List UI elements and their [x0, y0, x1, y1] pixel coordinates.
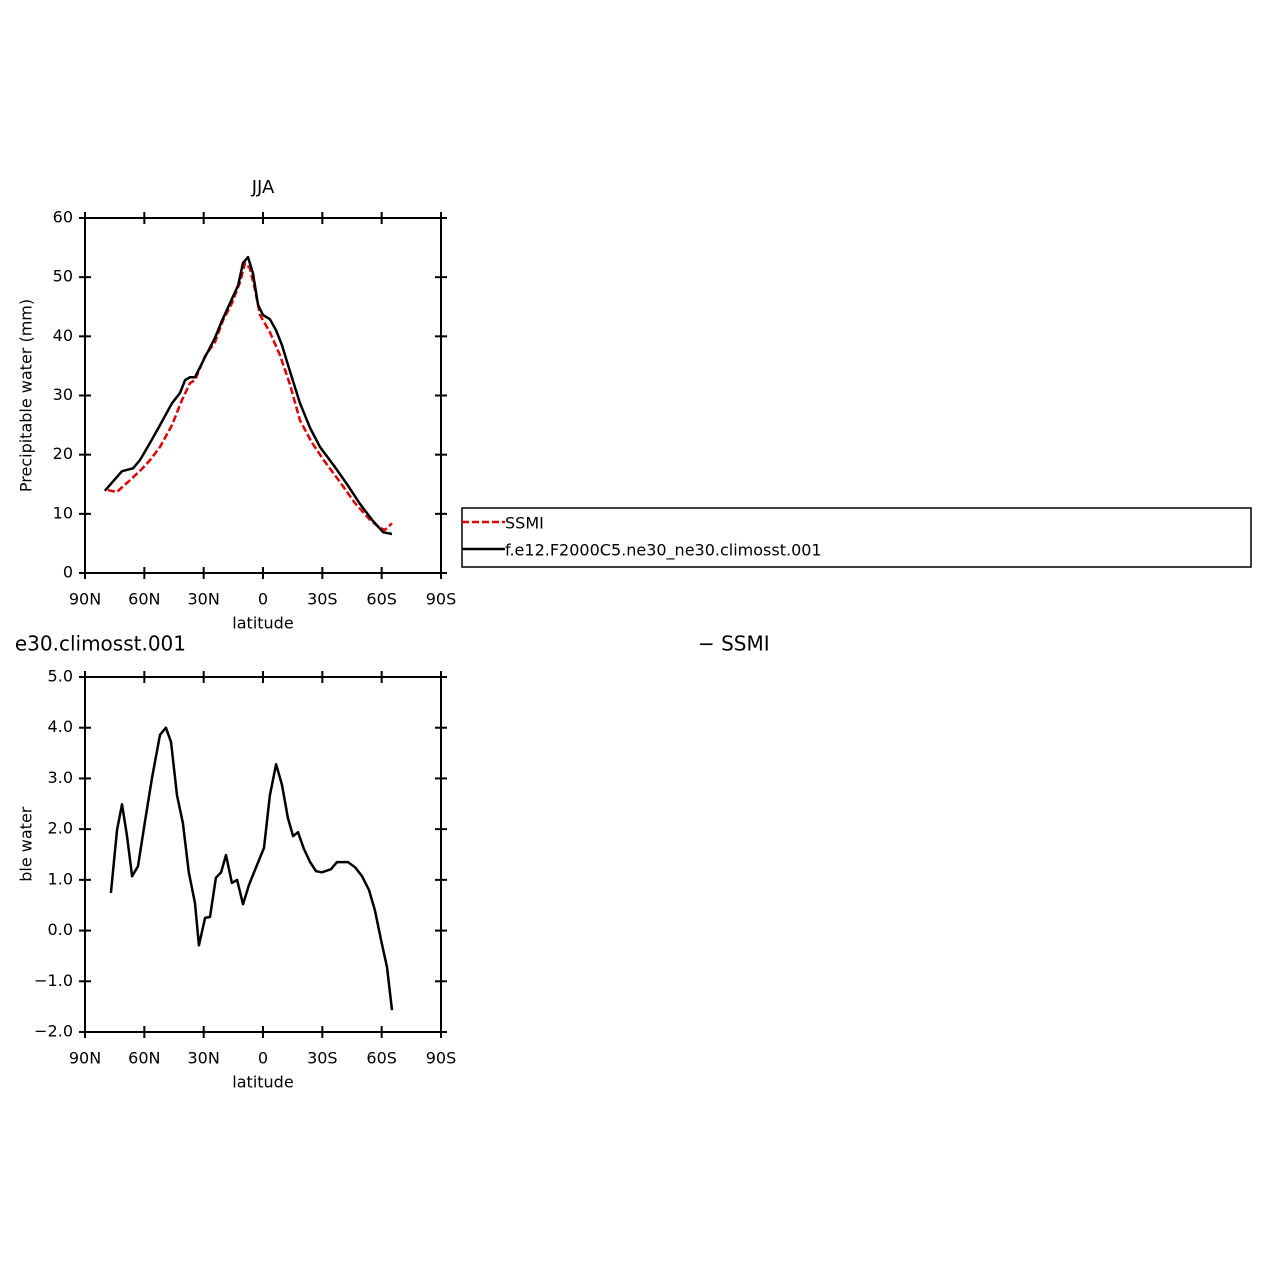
x-tick-label: 90N: [69, 1049, 101, 1068]
y-tick-label: 20: [53, 444, 73, 463]
x-tick-label: 60S: [366, 590, 397, 609]
x-axis-label: latitude: [232, 1073, 293, 1092]
data-line: [107, 261, 393, 532]
legend-label: f.e12.F2000C5.ne30_ne30.climosst.001: [505, 541, 822, 561]
data-line: [109, 726, 394, 1011]
y-tick-label: 2.0: [48, 819, 73, 838]
chart: 90N 60N 30N 0 30S 60S 90S −2.0 −1.0 0.0 1.0 2.0 3.0 4…: [15, 632, 770, 1092]
legend-box: [461, 507, 1252, 568]
y-tick-label: 5.0: [48, 667, 73, 686]
y-tick-label: −2.0: [34, 1022, 73, 1041]
y-tick-label: 10: [53, 503, 73, 522]
chart-title: JJA: [251, 177, 275, 198]
y-tick-label: 40: [53, 326, 73, 345]
y-tick-label: 50: [53, 267, 73, 286]
x-tick-label: 30N: [188, 590, 220, 609]
y-axis-label: Precipitable water (mm): [17, 758, 36, 951]
x-tick-label: 90N: [69, 590, 101, 609]
plot-frame: [84, 217, 442, 574]
x-tick-label: 90S: [426, 590, 457, 609]
data-line: [103, 255, 393, 536]
y-tick-label: 60: [53, 208, 73, 227]
y-tick-label: 0: [63, 563, 73, 582]
x-tick-label: 30S: [307, 590, 338, 609]
x-tick-label: 60N: [128, 1049, 160, 1068]
legend: SSMI f.e12.F2000C5.ne30_ne30.climosst.001: [461, 507, 1252, 568]
x-tick-label: 60S: [366, 1049, 397, 1068]
y-tick-label: −1.0: [34, 971, 73, 990]
x-tick-label: 90S: [426, 1049, 457, 1068]
chart-title-right: − SSMI: [698, 632, 770, 656]
x-tick-label: 0: [258, 590, 268, 609]
chart: 90N 60N 30N 0 30S 60S 90S 0 10 20 30 40 50 60 latitude…: [17, 177, 1252, 633]
x-tick-label: 60N: [128, 590, 160, 609]
y-tick-label: 3.0: [48, 768, 73, 787]
chart-title-left: e30.climosst.001: [15, 632, 186, 656]
x-tick-label: 30N: [188, 1049, 220, 1068]
x-axis-label: latitude: [232, 614, 293, 633]
y-tick-label: 0.0: [48, 920, 73, 939]
x-tick-label: 30S: [307, 1049, 338, 1068]
y-tick-label: 1.0: [48, 869, 73, 888]
y-tick-label: 4.0: [48, 717, 73, 736]
y-axis-label: Precipitable water (mm): [17, 299, 36, 492]
y-tick-label: 30: [53, 385, 73, 404]
x-tick-label: 0: [258, 1049, 268, 1068]
legend-label: SSMI: [505, 514, 544, 533]
